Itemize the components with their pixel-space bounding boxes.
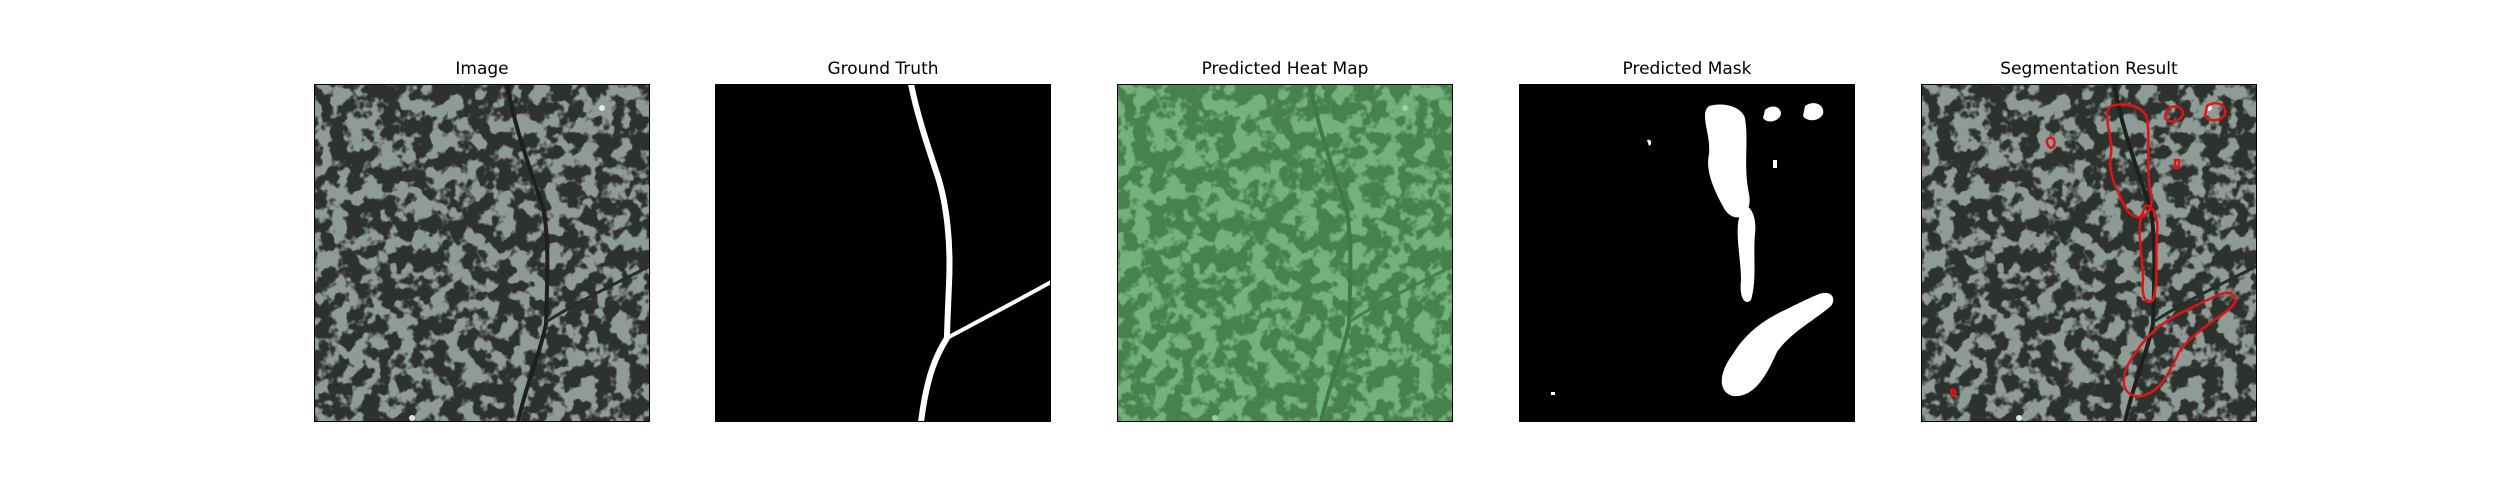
contour-corner	[1949, 388, 1957, 398]
gt-crack-branch	[945, 280, 1051, 340]
image-texture	[314, 84, 650, 422]
contour-bottom	[2122, 291, 2237, 398]
mask-blob-bottom	[1721, 292, 1834, 397]
ground-truth-mask	[715, 84, 1051, 422]
contour-top	[2105, 103, 2153, 219]
contour-small-1	[2163, 105, 2185, 123]
mask-blob-top	[1704, 104, 1750, 218]
mask-dot-mid	[1773, 160, 1777, 168]
mask-blob-small-1	[1763, 106, 1781, 122]
contour-middle	[2138, 204, 2159, 304]
panel-mask	[1519, 84, 1855, 422]
contour-mid-dot	[2173, 158, 2181, 170]
panel-title-ground-truth: Ground Truth	[827, 59, 939, 79]
panel-title-segmentation: Segmentation Result	[2000, 59, 2178, 79]
panel-image	[314, 84, 650, 422]
panel-ground-truth	[715, 84, 1051, 422]
panel-heatmap	[1117, 84, 1453, 422]
gt-crack-main	[908, 84, 953, 422]
heatmap-overlay	[1117, 84, 1453, 422]
predicted-mask	[1519, 84, 1855, 422]
panel-segmentation	[1921, 84, 2257, 422]
mask-blob-middle	[1737, 205, 1756, 302]
segmentation-overlay	[1921, 84, 2257, 422]
mask-dot-corner	[1551, 392, 1555, 395]
contour-small-2	[2203, 102, 2227, 122]
mask-dot-left	[1647, 139, 1652, 146]
mask-blob-small-2	[1803, 103, 1824, 121]
panel-title-image: Image	[455, 59, 509, 79]
panel-title-mask: Predicted Mask	[1622, 59, 1752, 79]
contour-left	[2045, 136, 2056, 150]
panel-title-heatmap: Predicted Heat Map	[1201, 59, 1369, 79]
